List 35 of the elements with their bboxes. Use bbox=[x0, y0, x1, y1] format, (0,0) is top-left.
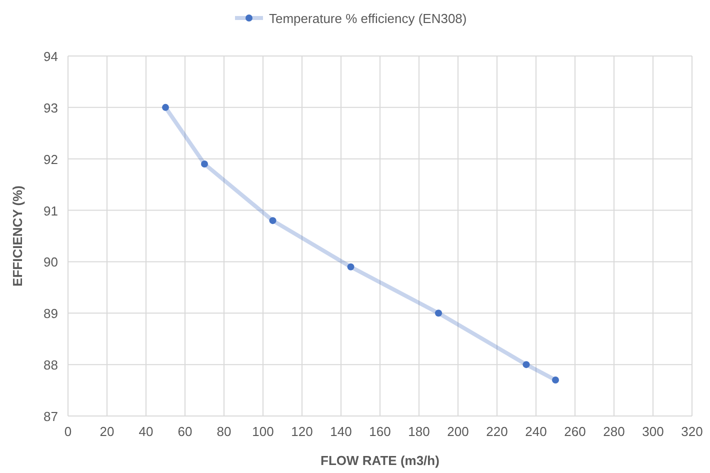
y-tick-label: 92 bbox=[44, 152, 58, 167]
x-tick-label: 300 bbox=[642, 424, 664, 439]
y-tick-label: 93 bbox=[44, 100, 58, 116]
x-tick-label: 80 bbox=[216, 424, 232, 439]
y-tick-label: 94 bbox=[44, 49, 58, 64]
y-tick-label: 91 bbox=[44, 203, 58, 218]
x-tick-label: 120 bbox=[291, 424, 313, 439]
y-tick-label: 89 bbox=[44, 306, 58, 322]
x-tick-label: 240 bbox=[525, 424, 547, 439]
point bbox=[522, 361, 530, 368]
x-tick-label: 260 bbox=[564, 424, 586, 439]
x-tick-label: 20 bbox=[100, 424, 114, 439]
y-tick-label: 90 bbox=[44, 254, 58, 270]
x-tick-label: 60 bbox=[178, 424, 192, 439]
point bbox=[552, 376, 559, 384]
y-tick-label: 87 bbox=[44, 409, 58, 424]
x-axis-title: FLOW RATE (m3/h) bbox=[320, 453, 440, 468]
point bbox=[162, 104, 169, 111]
x-tick-label: 320 bbox=[681, 424, 703, 439]
x-tick-label: 200 bbox=[447, 424, 469, 439]
x-tick-label: 100 bbox=[252, 424, 274, 439]
x-tick-label: 140 bbox=[330, 424, 352, 439]
x-tick-label: 220 bbox=[486, 424, 508, 439]
x-tick-label: 280 bbox=[603, 424, 625, 439]
point bbox=[347, 263, 354, 270]
x-tick-label: 180 bbox=[408, 424, 430, 439]
x-tick-label: 160 bbox=[369, 424, 391, 439]
x-tick-label: 0 bbox=[64, 424, 72, 439]
x-tick-label: 40 bbox=[138, 424, 154, 439]
point bbox=[269, 217, 276, 224]
y-axis-title: EFFICIENCY (%) bbox=[10, 186, 25, 286]
y-tick-label: 88 bbox=[44, 358, 58, 373]
point bbox=[201, 160, 208, 168]
legend-label: Temperature % efficiency (EN308) bbox=[269, 11, 467, 26]
point bbox=[435, 310, 442, 317]
